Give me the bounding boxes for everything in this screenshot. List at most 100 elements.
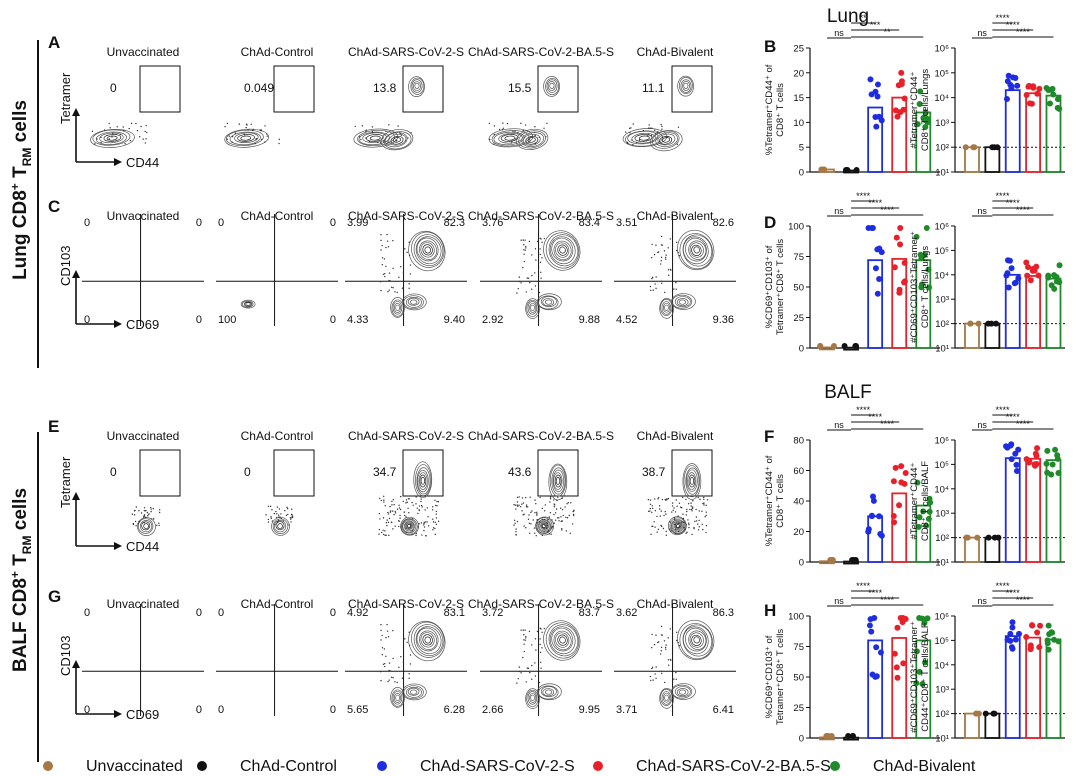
event-dot bbox=[392, 499, 395, 501]
data-point bbox=[923, 522, 930, 529]
contour-line bbox=[358, 131, 390, 146]
gate-box bbox=[671, 65, 713, 113]
event-dot bbox=[522, 239, 524, 241]
y-tick-label: 10⁵ bbox=[934, 636, 949, 647]
event-dot bbox=[647, 510, 650, 513]
sig-label: **** bbox=[868, 198, 883, 208]
bar bbox=[984, 536, 1001, 563]
y-tick-label: 10⁶ bbox=[935, 436, 950, 447]
event-dot bbox=[535, 524, 537, 526]
x-axis-label: CD69 bbox=[126, 317, 159, 332]
event-dot bbox=[392, 510, 394, 512]
data-point bbox=[918, 255, 925, 262]
event-dot bbox=[394, 291, 396, 293]
legend-label: ChAd-Bivalent bbox=[873, 758, 976, 775]
flow-plot-C-2: ChAd-SARS-CoV-2-S3.99 82.3 4.33 9.40 bbox=[345, 209, 467, 326]
event-dot bbox=[535, 649, 537, 651]
row-label-sub: RM bbox=[20, 148, 34, 167]
event-dot bbox=[131, 513, 134, 515]
event-dot bbox=[405, 527, 407, 530]
event-dot bbox=[525, 505, 528, 508]
event-dot bbox=[531, 274, 533, 277]
row-label-lung: Lung CD8+ TRM cells bbox=[8, 100, 34, 280]
data-point bbox=[1013, 461, 1020, 468]
event-dot bbox=[415, 532, 417, 535]
contour-line bbox=[527, 301, 538, 315]
event-dot bbox=[703, 504, 705, 506]
data-point bbox=[1015, 630, 1022, 637]
data-point bbox=[1036, 85, 1043, 92]
event-dot bbox=[705, 511, 707, 513]
contour-line bbox=[422, 244, 433, 256]
bar bbox=[984, 146, 1001, 173]
event-dot bbox=[693, 526, 695, 529]
flow-plot-A-0: Unvaccinated 0 CD44 Tetramer bbox=[58, 45, 181, 170]
contour-line bbox=[424, 246, 431, 254]
event-dot bbox=[536, 514, 538, 516]
quad-ul: 4.92 bbox=[347, 607, 368, 619]
contour-line bbox=[234, 132, 259, 144]
data-point bbox=[845, 733, 852, 739]
quad-ur: 82.3 bbox=[444, 217, 465, 229]
event-dot bbox=[404, 514, 406, 517]
contour-line bbox=[410, 299, 418, 305]
event-dot bbox=[380, 239, 382, 242]
data-point bbox=[1008, 85, 1015, 92]
bar bbox=[1045, 638, 1062, 739]
contour-line bbox=[500, 134, 519, 142]
event-dot bbox=[534, 272, 536, 274]
event-dot bbox=[142, 516, 145, 518]
event-dot bbox=[684, 529, 686, 531]
event-dot bbox=[381, 257, 384, 259]
section-title-balf: BALF bbox=[824, 382, 872, 403]
y-tick-label: 10⁴ bbox=[934, 270, 949, 281]
event-dot bbox=[291, 516, 294, 518]
y-tick-label: 10² bbox=[935, 533, 949, 544]
event-dot bbox=[401, 287, 404, 289]
legend-item: ChAd-SARS-CoV-2-BA.5-S bbox=[593, 758, 831, 775]
y-axis-label: #CD69⁺CD103⁺Tetramer⁺ CD8⁺ T cells/Lungs bbox=[909, 231, 931, 343]
data-point bbox=[896, 502, 903, 509]
event-dot bbox=[648, 124, 650, 126]
event-dot bbox=[488, 122, 491, 125]
event-dot bbox=[381, 634, 383, 637]
event-dot bbox=[541, 518, 543, 520]
event-dot bbox=[260, 129, 263, 131]
event-dot bbox=[400, 656, 402, 658]
event-dot bbox=[111, 136, 113, 138]
gate-box bbox=[402, 65, 444, 113]
contour-line bbox=[537, 293, 562, 311]
event-dot bbox=[675, 288, 677, 290]
event-dot bbox=[524, 629, 526, 631]
event-dot bbox=[531, 254, 533, 256]
contour-line bbox=[555, 242, 570, 258]
data-point bbox=[1047, 100, 1054, 107]
event-dot bbox=[667, 247, 669, 249]
y-label-line1: #CD69⁺CD103⁺Tetramer⁺ bbox=[909, 621, 920, 733]
event-dot bbox=[534, 662, 536, 664]
event-dot bbox=[424, 521, 427, 523]
event-dot bbox=[408, 644, 411, 646]
event-dot bbox=[502, 127, 505, 129]
quad-ur: 83.1 bbox=[444, 607, 465, 619]
event-dot bbox=[642, 130, 645, 132]
event-dot bbox=[529, 496, 531, 498]
event-dot bbox=[677, 530, 680, 533]
event-dot bbox=[135, 506, 137, 508]
event-dot bbox=[541, 647, 543, 649]
event-dot bbox=[535, 503, 537, 505]
data-point bbox=[1045, 646, 1052, 653]
event-dot bbox=[267, 505, 270, 507]
event-dot bbox=[630, 127, 632, 129]
event-dot bbox=[158, 509, 161, 511]
event-dot bbox=[678, 645, 681, 647]
event-dot bbox=[668, 528, 671, 530]
event-dot bbox=[556, 496, 559, 498]
contour-line bbox=[395, 304, 400, 311]
event-dot bbox=[409, 264, 412, 266]
event-dot bbox=[536, 240, 539, 243]
contour-line bbox=[401, 293, 427, 311]
event-dot bbox=[686, 508, 688, 511]
contour-line bbox=[622, 128, 668, 148]
event-dot bbox=[144, 130, 146, 133]
